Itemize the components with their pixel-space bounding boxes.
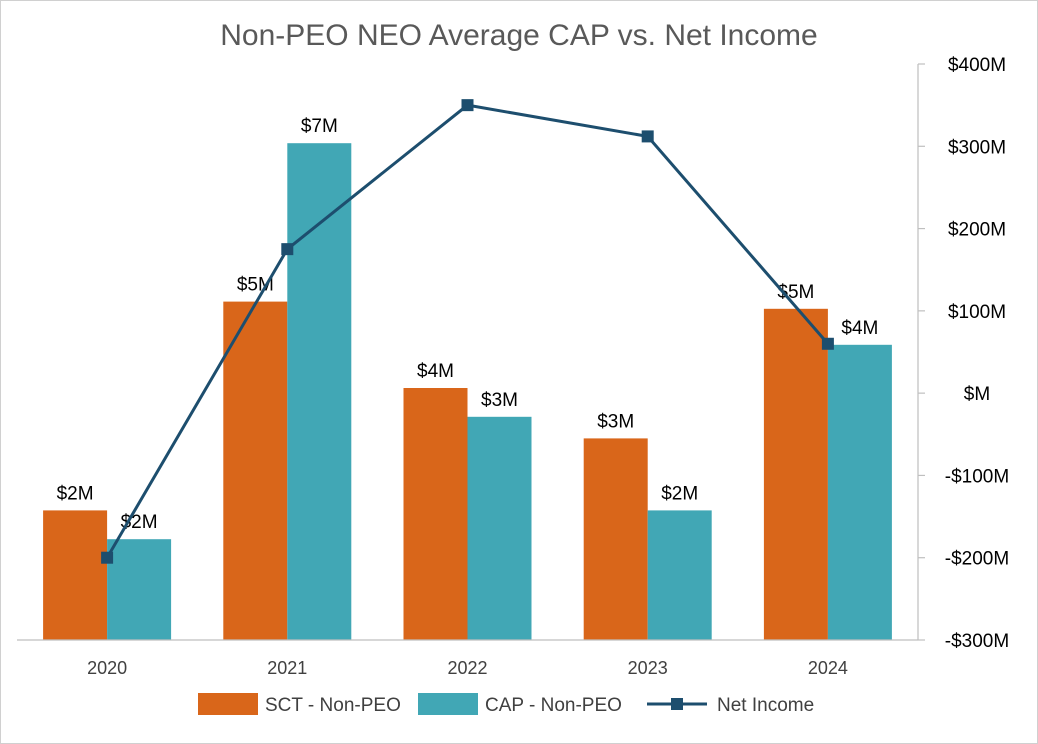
legend-marker-net-income [671, 698, 683, 710]
bar-cap-2021 [287, 143, 352, 640]
legend-swatch-cap [418, 693, 478, 715]
x-tick-label-2020: 2020 [87, 658, 127, 678]
data-label-sct-2021: $5M [237, 275, 274, 296]
bar-sct-2021 [223, 301, 288, 640]
bar-sct-2022 [403, 388, 468, 640]
data-label-cap-2022: $3M [481, 390, 518, 411]
y2-tick-label: -$300M [945, 631, 1009, 652]
data-label-sct-2023: $3M [597, 411, 634, 432]
y2-tick-label: $200M [948, 220, 1006, 241]
x-tick-label-2021: 2021 [267, 658, 307, 678]
y2-tick-label: $400M [948, 55, 1006, 76]
net-income-marker-2021 [281, 243, 294, 256]
x-tick-label-2022: 2022 [447, 658, 487, 678]
y2-tick-label: -$100M [945, 466, 1009, 487]
net-income-marker-2023 [641, 130, 654, 143]
y2-tick-label: $M [964, 384, 990, 405]
bar-cap-2024 [827, 344, 892, 640]
bar-cap-2022 [467, 416, 532, 640]
legend-label-sct: SCT - Non-PEO [265, 695, 401, 716]
x-tick-label-2024: 2024 [808, 658, 848, 678]
net-income-marker-2020 [101, 551, 114, 564]
bar-cap-2020 [107, 539, 172, 640]
chart-title: Non-PEO NEO Average CAP vs. Net Income [220, 19, 818, 52]
y2-tick-label: -$200M [945, 549, 1009, 570]
data-label-cap-2023: $2M [661, 483, 698, 504]
net-income-marker-2022 [461, 99, 474, 112]
data-label-cap-2024: $4M [841, 318, 878, 339]
bar-cap-2023 [647, 510, 712, 640]
data-label-sct-2020: $2M [57, 483, 94, 504]
data-label-cap-2021: $7M [301, 116, 338, 137]
legend-label-cap: CAP - Non-PEO [485, 695, 622, 716]
net-income-marker-2024 [821, 337, 834, 350]
bar-sct-2024 [763, 308, 828, 640]
y2-tick-label: $300M [948, 137, 1006, 158]
bar-sct-2023 [583, 438, 648, 640]
y2-tick-label: $100M [948, 302, 1006, 323]
bar-sct-2020 [43, 510, 108, 640]
x-tick-label-2023: 2023 [628, 658, 668, 678]
legend-swatch-sct [198, 693, 258, 715]
data-label-sct-2022: $4M [417, 361, 454, 382]
legend-label-net-income: Net Income [717, 695, 814, 716]
